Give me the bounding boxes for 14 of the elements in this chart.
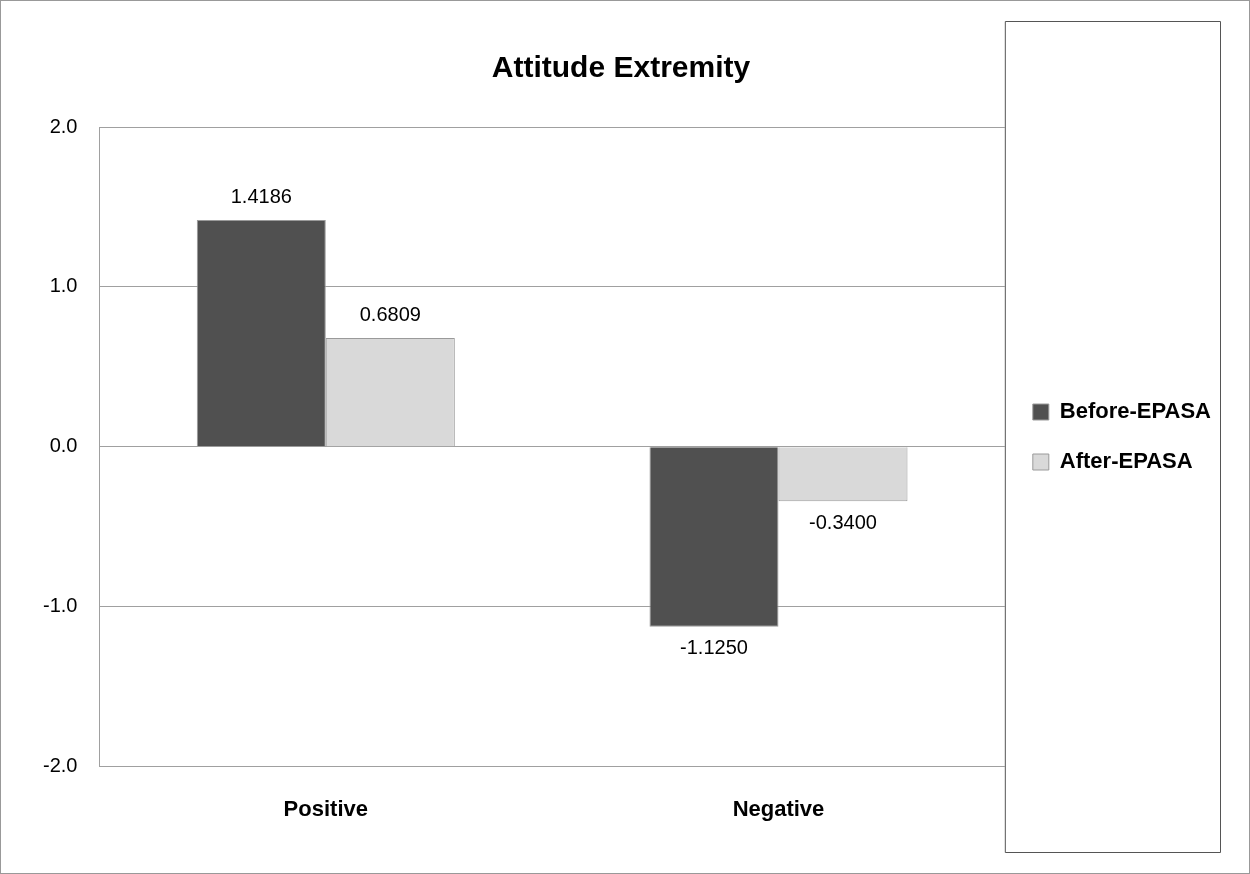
data-label: 0.6809 (359, 303, 421, 326)
data-label: -1.1250 (680, 636, 748, 659)
chart-title: Attitude Extremity (491, 50, 751, 84)
data-label: 1.4186 (230, 185, 292, 208)
legend-label: Before-EPASA (1059, 398, 1212, 424)
y-tick-label: 0.0 (49, 434, 78, 457)
x-tick-label: Positive (283, 795, 368, 821)
legend-label: After-EPASA (1059, 448, 1193, 474)
y-tick-label: 1.0 (49, 274, 78, 297)
y-tick-label: 2.0 (49, 114, 78, 137)
x-tick-label: Negative (732, 795, 825, 821)
y-tick-label: -2.0 (42, 754, 78, 777)
data-label: -0.3400 (809, 510, 877, 533)
y-tick-label: -1.0 (42, 594, 78, 617)
